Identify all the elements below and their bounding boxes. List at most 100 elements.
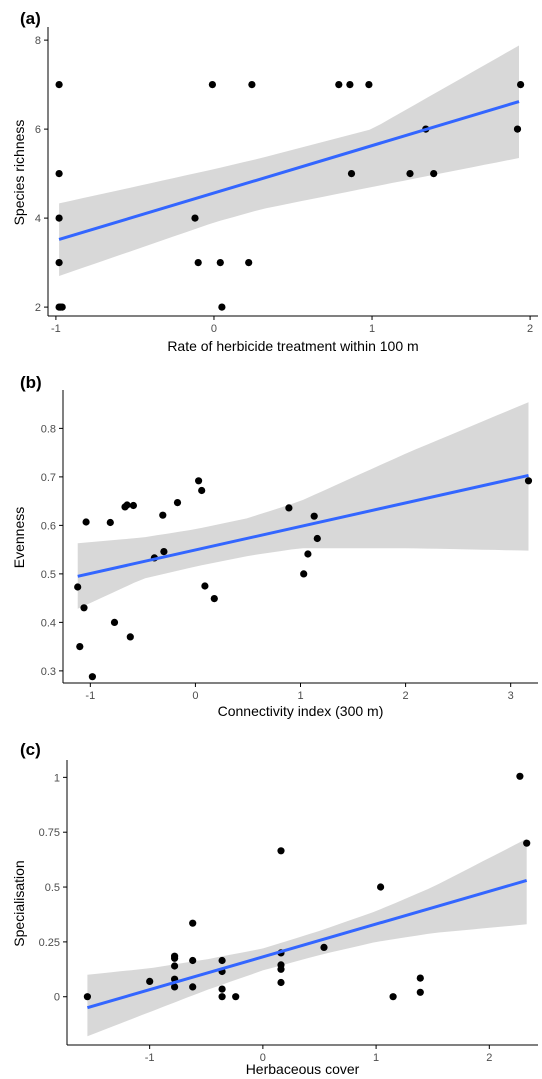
data-point <box>201 582 209 590</box>
data-point <box>346 81 354 89</box>
y-tick-label: 6 <box>35 124 41 136</box>
data-point <box>389 993 397 1001</box>
data-point <box>171 962 179 970</box>
data-point <box>416 974 424 982</box>
data-point <box>106 518 114 527</box>
data-point <box>160 548 168 556</box>
data-point <box>232 993 240 1001</box>
y-tick-label: 0.3 <box>41 666 56 678</box>
data-point <box>83 993 91 1001</box>
data-point <box>159 511 167 519</box>
chart-panel-3: (c) -1 0 1 2 0 0.25 0.5 0.75 1 Herbaceous cover Spe… <box>11 740 538 1077</box>
regression-line <box>58 100 520 241</box>
data-point <box>277 978 285 987</box>
chart-panel-2: (b) -1 0 1 2 3 0.3 0.4 0.5 0.6 0.7 0.8 Connectivity … <box>11 373 538 719</box>
x-axis-title: Connectivity index (300 m) <box>218 703 384 719</box>
data-point <box>88 673 96 681</box>
x-tick-label: 1 <box>369 323 375 335</box>
data-point <box>245 259 253 267</box>
data-point <box>218 956 226 965</box>
data-point <box>313 534 321 543</box>
x-tick-label: 1 <box>373 1052 379 1064</box>
data-point <box>171 954 179 962</box>
data-point <box>285 504 293 512</box>
data-point <box>218 985 226 993</box>
data-point <box>173 499 182 507</box>
x-tick-label: -1 <box>85 690 95 702</box>
data-point <box>216 259 224 267</box>
x-tick-label: 0 <box>192 690 198 702</box>
x-tick-label: 0 <box>211 323 217 335</box>
x-axis-title: Rate of herbicide treatment within 100 m <box>167 338 418 354</box>
data-point <box>194 259 202 267</box>
data-point <box>365 81 373 89</box>
data-point <box>516 772 524 780</box>
data-point <box>80 604 88 612</box>
x-tick-label: 2 <box>403 690 409 702</box>
y-tick-label: 1 <box>54 772 60 784</box>
data-point <box>55 170 63 178</box>
confidence-band <box>59 45 519 276</box>
data-point <box>58 303 66 311</box>
data-point <box>123 501 131 509</box>
data-point <box>416 988 424 996</box>
data-point <box>195 477 203 485</box>
y-tick-label: 8 <box>35 35 41 47</box>
data-point <box>55 259 63 267</box>
x-tick-label: -1 <box>51 323 61 335</box>
confidence-band <box>77 402 529 609</box>
x-tick-label: 0 <box>260 1052 266 1064</box>
data-point <box>191 214 199 222</box>
y-tick-label: 0.8 <box>41 423 56 435</box>
data-point <box>208 81 216 89</box>
y-tick-label: 0.75 <box>39 827 60 839</box>
x-axis-title: Herbaceous cover <box>246 1061 360 1077</box>
panel-label: (b) <box>20 373 42 392</box>
data-point <box>129 501 137 510</box>
y-tick-label: 0 <box>54 992 60 1004</box>
chart-panel-1: (a) -1 0 1 2 2 4 6 8 Rate of herbicide treatment … <box>11 9 538 354</box>
data-point <box>76 643 84 651</box>
data-point <box>513 125 522 133</box>
data-point <box>218 993 226 1001</box>
data-point <box>248 81 256 89</box>
data-point <box>189 956 197 965</box>
data-point <box>146 977 154 986</box>
y-tick-label: 0.5 <box>41 569 56 581</box>
y-tick-label: 2 <box>35 302 41 314</box>
data-point <box>210 595 218 603</box>
data-point <box>347 170 356 178</box>
x-tick-label: 2 <box>527 323 533 335</box>
data-point <box>523 839 531 847</box>
data-point <box>189 983 197 991</box>
x-tick-label: 2 <box>486 1052 492 1064</box>
data-point <box>277 847 285 855</box>
y-axis-title: Species richness <box>11 120 27 226</box>
data-point <box>277 965 285 973</box>
y-axis-title: Evenness <box>11 507 27 568</box>
data-point <box>189 919 197 927</box>
data-point <box>430 170 438 178</box>
y-tick-label: 0.7 <box>41 472 56 484</box>
data-point <box>377 883 385 891</box>
x-tick-label: 1 <box>297 690 303 702</box>
panel-label: (a) <box>20 9 41 28</box>
data-point <box>126 633 134 641</box>
data-point <box>406 170 414 178</box>
x-tick-label: 3 <box>508 690 514 702</box>
y-tick-label: 0.4 <box>41 617 56 629</box>
y-tick-label: 4 <box>35 213 41 225</box>
data-point <box>171 983 179 991</box>
data-point <box>524 477 533 485</box>
regression-line <box>86 879 528 1010</box>
x-tick-label: -1 <box>145 1052 155 1064</box>
data-point <box>74 583 82 591</box>
data-point <box>320 943 328 952</box>
data-point <box>198 486 206 495</box>
confidence-band <box>87 838 527 1037</box>
data-point <box>335 81 343 89</box>
data-point <box>55 81 63 89</box>
y-tick-label: 0.25 <box>39 937 60 949</box>
data-point <box>55 214 63 222</box>
